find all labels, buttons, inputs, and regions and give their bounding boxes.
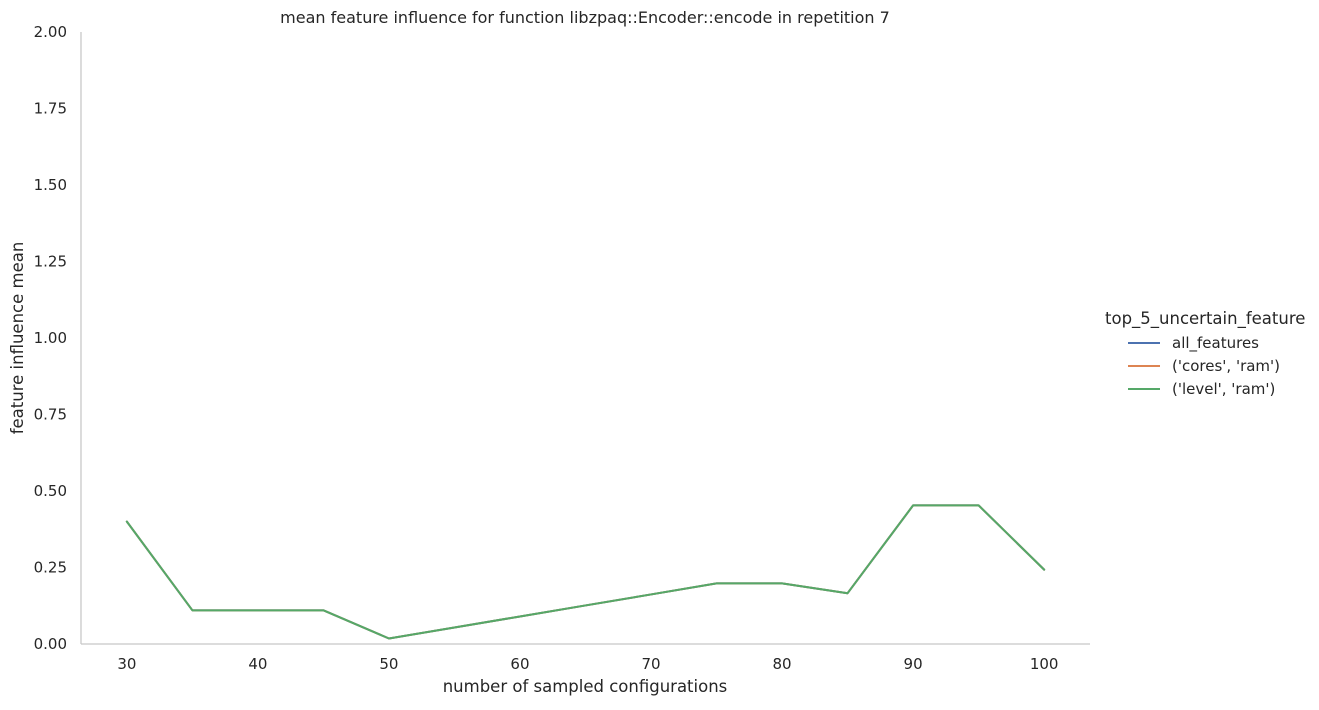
y-tick-label: 0.50: [34, 482, 67, 500]
legend-label: ('cores', 'ram'): [1172, 357, 1280, 375]
y-tick-label: 0.75: [34, 406, 67, 424]
y-tick-label: 1.75: [34, 100, 67, 118]
legend-title: top_5_uncertain_feature: [1105, 309, 1305, 329]
y-tick-label: 1.00: [34, 329, 67, 347]
x-axis-label: number of sampled configurations: [443, 677, 728, 696]
x-tick-label: 70: [641, 655, 660, 673]
x-tick-label: 40: [248, 655, 267, 673]
legend-label: all_features: [1172, 334, 1259, 353]
series-line-3: [125, 504, 1046, 640]
legend-label: ('level', 'ram'): [1172, 380, 1275, 398]
x-tick-label: 100: [1030, 655, 1059, 673]
x-tick-label: 90: [904, 655, 923, 673]
x-tick-label: 60: [510, 655, 529, 673]
x-tick-label: 80: [773, 655, 792, 673]
legend-items: all_features ('cores', 'ram') ('level', 'r…: [1128, 334, 1280, 398]
y-axis-label: feature influence mean: [8, 242, 27, 435]
x-tick-label: 50: [379, 655, 398, 673]
y-tick-label: 1.25: [34, 253, 67, 271]
x-tick-label: 30: [117, 655, 136, 673]
legend: top_5_uncertain_feature all_features ('co…: [1105, 309, 1305, 398]
y-tick-label: 0.00: [34, 635, 67, 653]
axes-layer: 0.00 0.25 0.50 0.75 1.00 1.25 1.50 1.75 2.00 30 40…: [34, 23, 1090, 673]
y-tick-label: 1.50: [34, 176, 67, 194]
series-line-2: [125, 504, 1046, 640]
series-lines: [125, 504, 1046, 640]
y-tick-label: 2.00: [34, 23, 67, 41]
y-tick-label: 0.25: [34, 559, 67, 577]
chart-title: mean feature influence for function libz…: [280, 8, 890, 27]
series-line-1: [125, 504, 1046, 640]
